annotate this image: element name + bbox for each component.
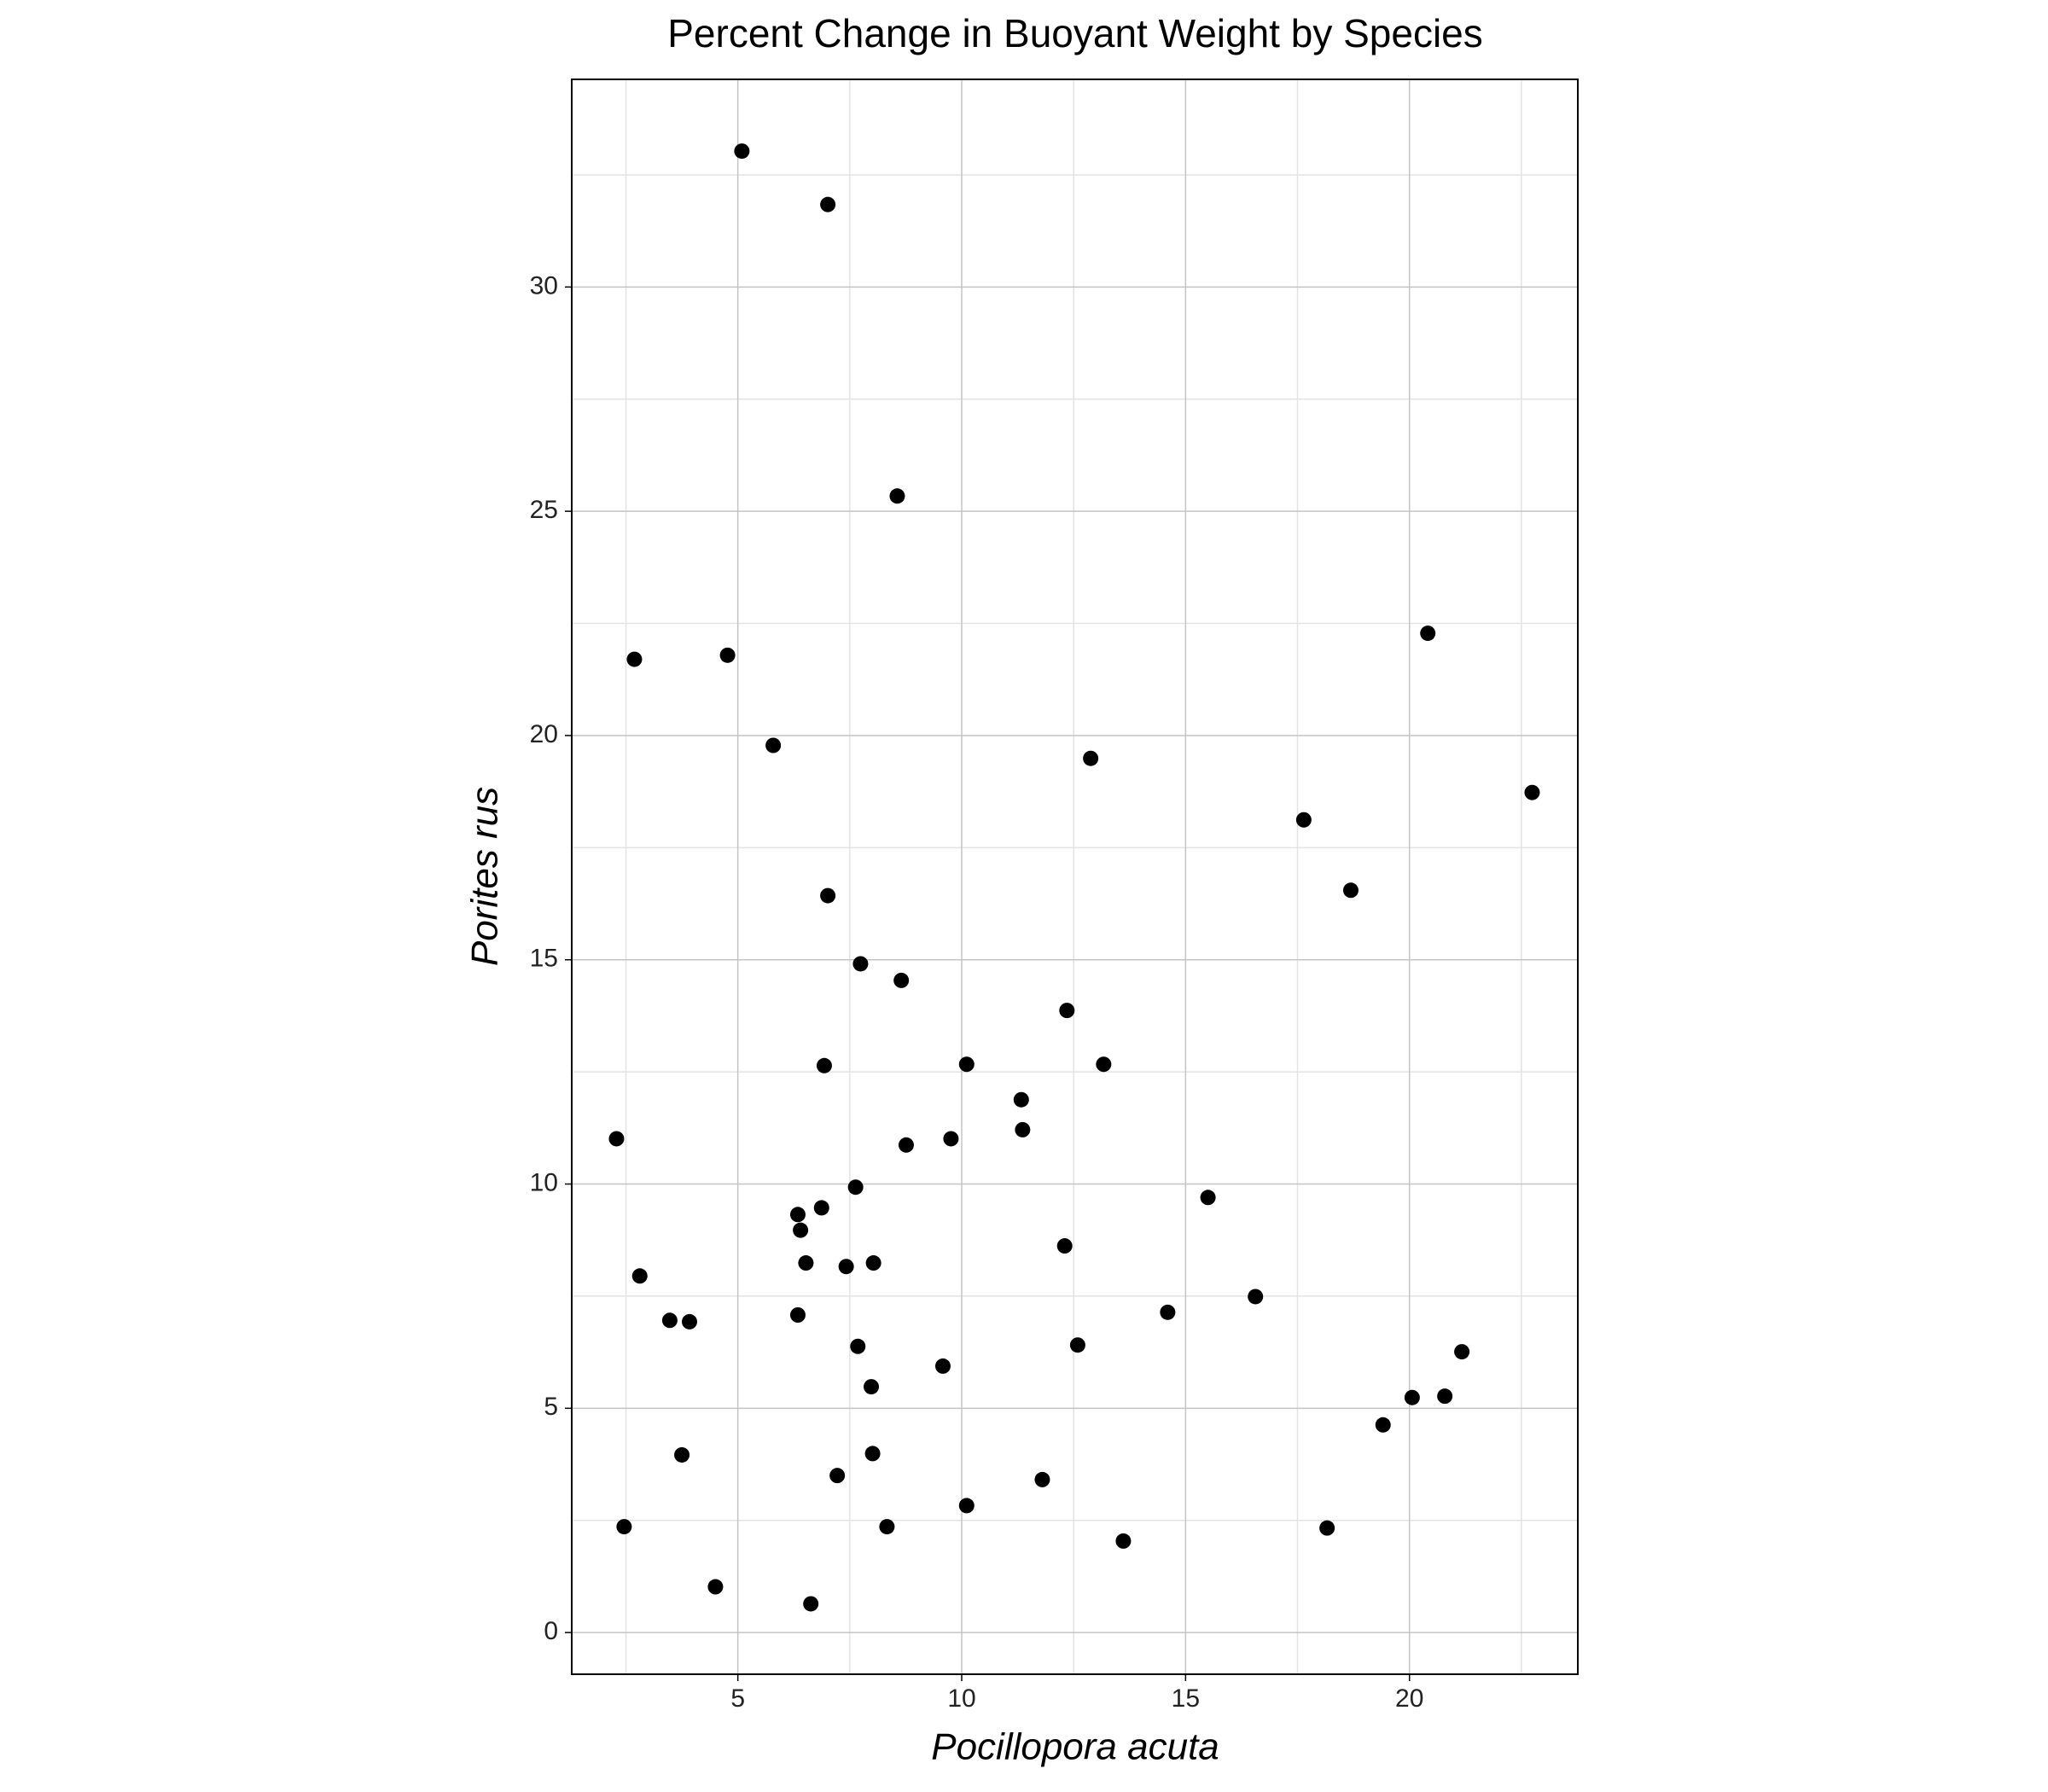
x-tick-label: 10	[947, 1684, 975, 1713]
x-tick-label: 15	[1172, 1684, 1200, 1713]
scatter-point	[1115, 1533, 1132, 1549]
grid	[565, 79, 1578, 1681]
scatter-point	[820, 887, 836, 904]
scatter-point	[1437, 1388, 1453, 1405]
scatter-point	[1420, 625, 1436, 642]
scatter-point	[1200, 1190, 1216, 1206]
scatter-point	[1083, 750, 1099, 766]
scatter-point	[816, 1057, 832, 1073]
x-tick-label: 20	[1395, 1684, 1423, 1713]
y-tick-label: 15	[530, 945, 558, 973]
x-tick-label: 5	[730, 1684, 745, 1713]
scatter-point	[958, 1056, 975, 1073]
panel-border	[571, 79, 1579, 1675]
scatter-point	[850, 1338, 866, 1354]
scatter-point	[798, 1255, 814, 1271]
scatter-point	[719, 647, 736, 663]
y-tick-label: 25	[530, 496, 558, 524]
scatter-point	[661, 1312, 678, 1329]
scatter-point	[958, 1498, 975, 1514]
scatter-point	[1295, 812, 1312, 828]
scatter-point	[1013, 1091, 1029, 1108]
chart-title: Percent Change in Buoyant Weight by Spec…	[667, 11, 1483, 55]
scatter-point	[1375, 1417, 1391, 1433]
y-tick-label: 10	[530, 1168, 558, 1196]
y-axis-title: Porites rus	[464, 787, 506, 966]
scatter-point	[829, 1468, 846, 1484]
scatter-point	[943, 1131, 959, 1147]
scatter-point	[865, 1255, 881, 1271]
scatter-point	[707, 1579, 724, 1595]
scatter-point	[1524, 784, 1540, 800]
scatter-point	[864, 1446, 881, 1462]
scatter-point	[1248, 1289, 1264, 1305]
y-tick-label: 30	[530, 271, 558, 300]
scatter-point	[1015, 1121, 1031, 1137]
scatter-point	[789, 1307, 806, 1324]
scatter-point	[820, 196, 836, 212]
scatter-point	[813, 1200, 829, 1216]
scatter-point	[1096, 1056, 1112, 1073]
scatter-point	[674, 1446, 690, 1463]
x-axis-title: Pocillopora acuta	[931, 1726, 1219, 1768]
scatter-point	[789, 1207, 806, 1223]
scatter-point	[1160, 1304, 1176, 1320]
scatter-point	[847, 1179, 864, 1196]
marks	[608, 143, 1540, 1612]
scatter-point	[852, 956, 869, 972]
scatter-point	[1319, 1520, 1335, 1536]
scatter-point	[898, 1137, 914, 1153]
scatter-point	[1404, 1389, 1420, 1405]
scatter-point	[608, 1131, 625, 1147]
scatter-point	[864, 1379, 880, 1395]
scatter-point	[734, 143, 750, 160]
scatter-point	[1342, 882, 1359, 899]
scatter-point	[1454, 1344, 1470, 1360]
scatter-point	[803, 1596, 819, 1612]
scatter-point	[631, 1268, 648, 1284]
y-tick-label: 5	[544, 1393, 558, 1421]
scatter-point	[681, 1313, 697, 1329]
scatter-point	[934, 1358, 951, 1374]
y-tick-label: 0	[544, 1617, 558, 1645]
scatter-point	[1059, 1003, 1075, 1019]
scatter-point	[1034, 1471, 1050, 1487]
scatter-point	[889, 488, 905, 504]
scatter-point	[626, 651, 643, 667]
scatter-point	[1056, 1238, 1073, 1254]
scatter-point	[616, 1519, 632, 1535]
scatter-point	[765, 737, 782, 753]
scatter-point	[879, 1519, 895, 1535]
scatter-point	[1069, 1337, 1085, 1353]
y-tick-label: 20	[530, 720, 558, 748]
scatter-point	[838, 1259, 854, 1275]
scatter-point	[793, 1222, 809, 1238]
scatter-point	[893, 972, 910, 988]
